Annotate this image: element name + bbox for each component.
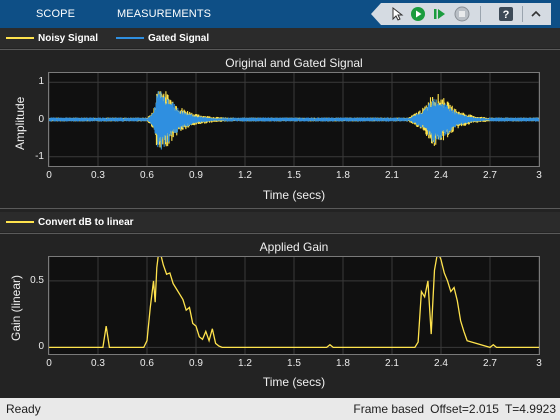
series-convert-db-to-linear [49,257,539,349]
y-tick-label: -1 [35,150,44,162]
x-tick-label: 1.2 [238,358,252,369]
x-tick-label: 0.3 [91,358,105,369]
x-tick-label: 1.8 [336,358,350,369]
top-plot-title: Original and Gated Signal [225,56,363,70]
quick-access-toolbar: ? [371,3,551,25]
x-tick-label: 1.5 [287,358,301,369]
toolstrip: SCOPE MEASUREMENTS ? [0,0,560,28]
tab-scope[interactable]: SCOPE [36,8,76,20]
top-plot-svg [49,73,539,166]
legend-noisy-signal[interactable]: Noisy Signal [6,32,98,44]
x-tick-label: 3 [536,358,542,369]
top-legend: Noisy Signal Gated Signal [0,28,560,48]
x-tick-label: 2.4 [434,170,448,181]
top-xlabel: Time (secs) [262,188,326,202]
x-tick-label: 0 [46,170,52,181]
legend-line-gated [116,37,144,39]
x-tick-label: 2.7 [483,358,497,369]
x-tick-label: 2.1 [385,358,399,369]
legend-label-gated: Gated Signal [148,32,210,44]
x-tick-label: 0.6 [140,170,154,181]
stop-icon[interactable] [453,5,471,23]
x-tick-label: 1.2 [238,170,252,181]
legend-line-gain [6,221,34,223]
x-tick-label: 0.6 [140,358,154,369]
x-tick-label: 0 [46,358,52,369]
x-tick-label: 0.9 [189,170,203,181]
x-tick-label: 2.7 [483,170,497,181]
bottom-plot-title: Applied Gain [259,240,329,254]
y-tick-label: 0 [38,341,44,353]
x-tick-label: 0.9 [189,358,203,369]
status-mode: Frame based [353,402,425,416]
status-bar: Ready Frame based Offset=2.015 T=4.9923 [0,398,560,420]
x-tick-label: 2.1 [385,170,399,181]
status-offset: Offset=2.015 [430,402,499,416]
top-plot-area[interactable] [48,72,540,167]
y-tick-label: 1 [38,76,44,88]
collapse-toolstrip-icon[interactable] [527,5,545,23]
legend-label-gain: Convert dB to linear [38,216,134,228]
bottom-plot-svg [49,257,539,354]
tab-measurements[interactable]: MEASUREMENTS [117,8,212,20]
legend-label-noisy: Noisy Signal [38,32,99,44]
run-icon[interactable] [409,5,427,23]
y-tick-label: 0 [38,113,44,125]
status-time: T=4.9923 [504,402,556,416]
x-tick-label: 0.3 [91,170,105,181]
legend-gated-signal[interactable]: Gated Signal [116,32,209,44]
x-tick-label: 3 [536,170,542,181]
status-ready: Ready [6,402,41,416]
help-icon[interactable]: ? [497,5,515,23]
legend-line-noisy [6,37,34,39]
x-tick-label: 1.8 [336,170,350,181]
x-tick-label: 2.4 [434,358,448,369]
y-tick-label: 0.5 [30,274,44,286]
bottom-xlabel: Time (secs) [262,375,326,389]
bottom-plot-area[interactable] [48,256,540,355]
svg-text:?: ? [503,9,510,21]
step-forward-icon[interactable] [431,5,449,23]
series-gated-signal [49,91,539,150]
x-tick-label: 1.5 [287,170,301,181]
bottom-legend: Convert dB to linear [0,212,560,232]
legend-convert-db[interactable]: Convert dB to linear [6,216,134,228]
cursor-icon[interactable] [387,5,405,23]
